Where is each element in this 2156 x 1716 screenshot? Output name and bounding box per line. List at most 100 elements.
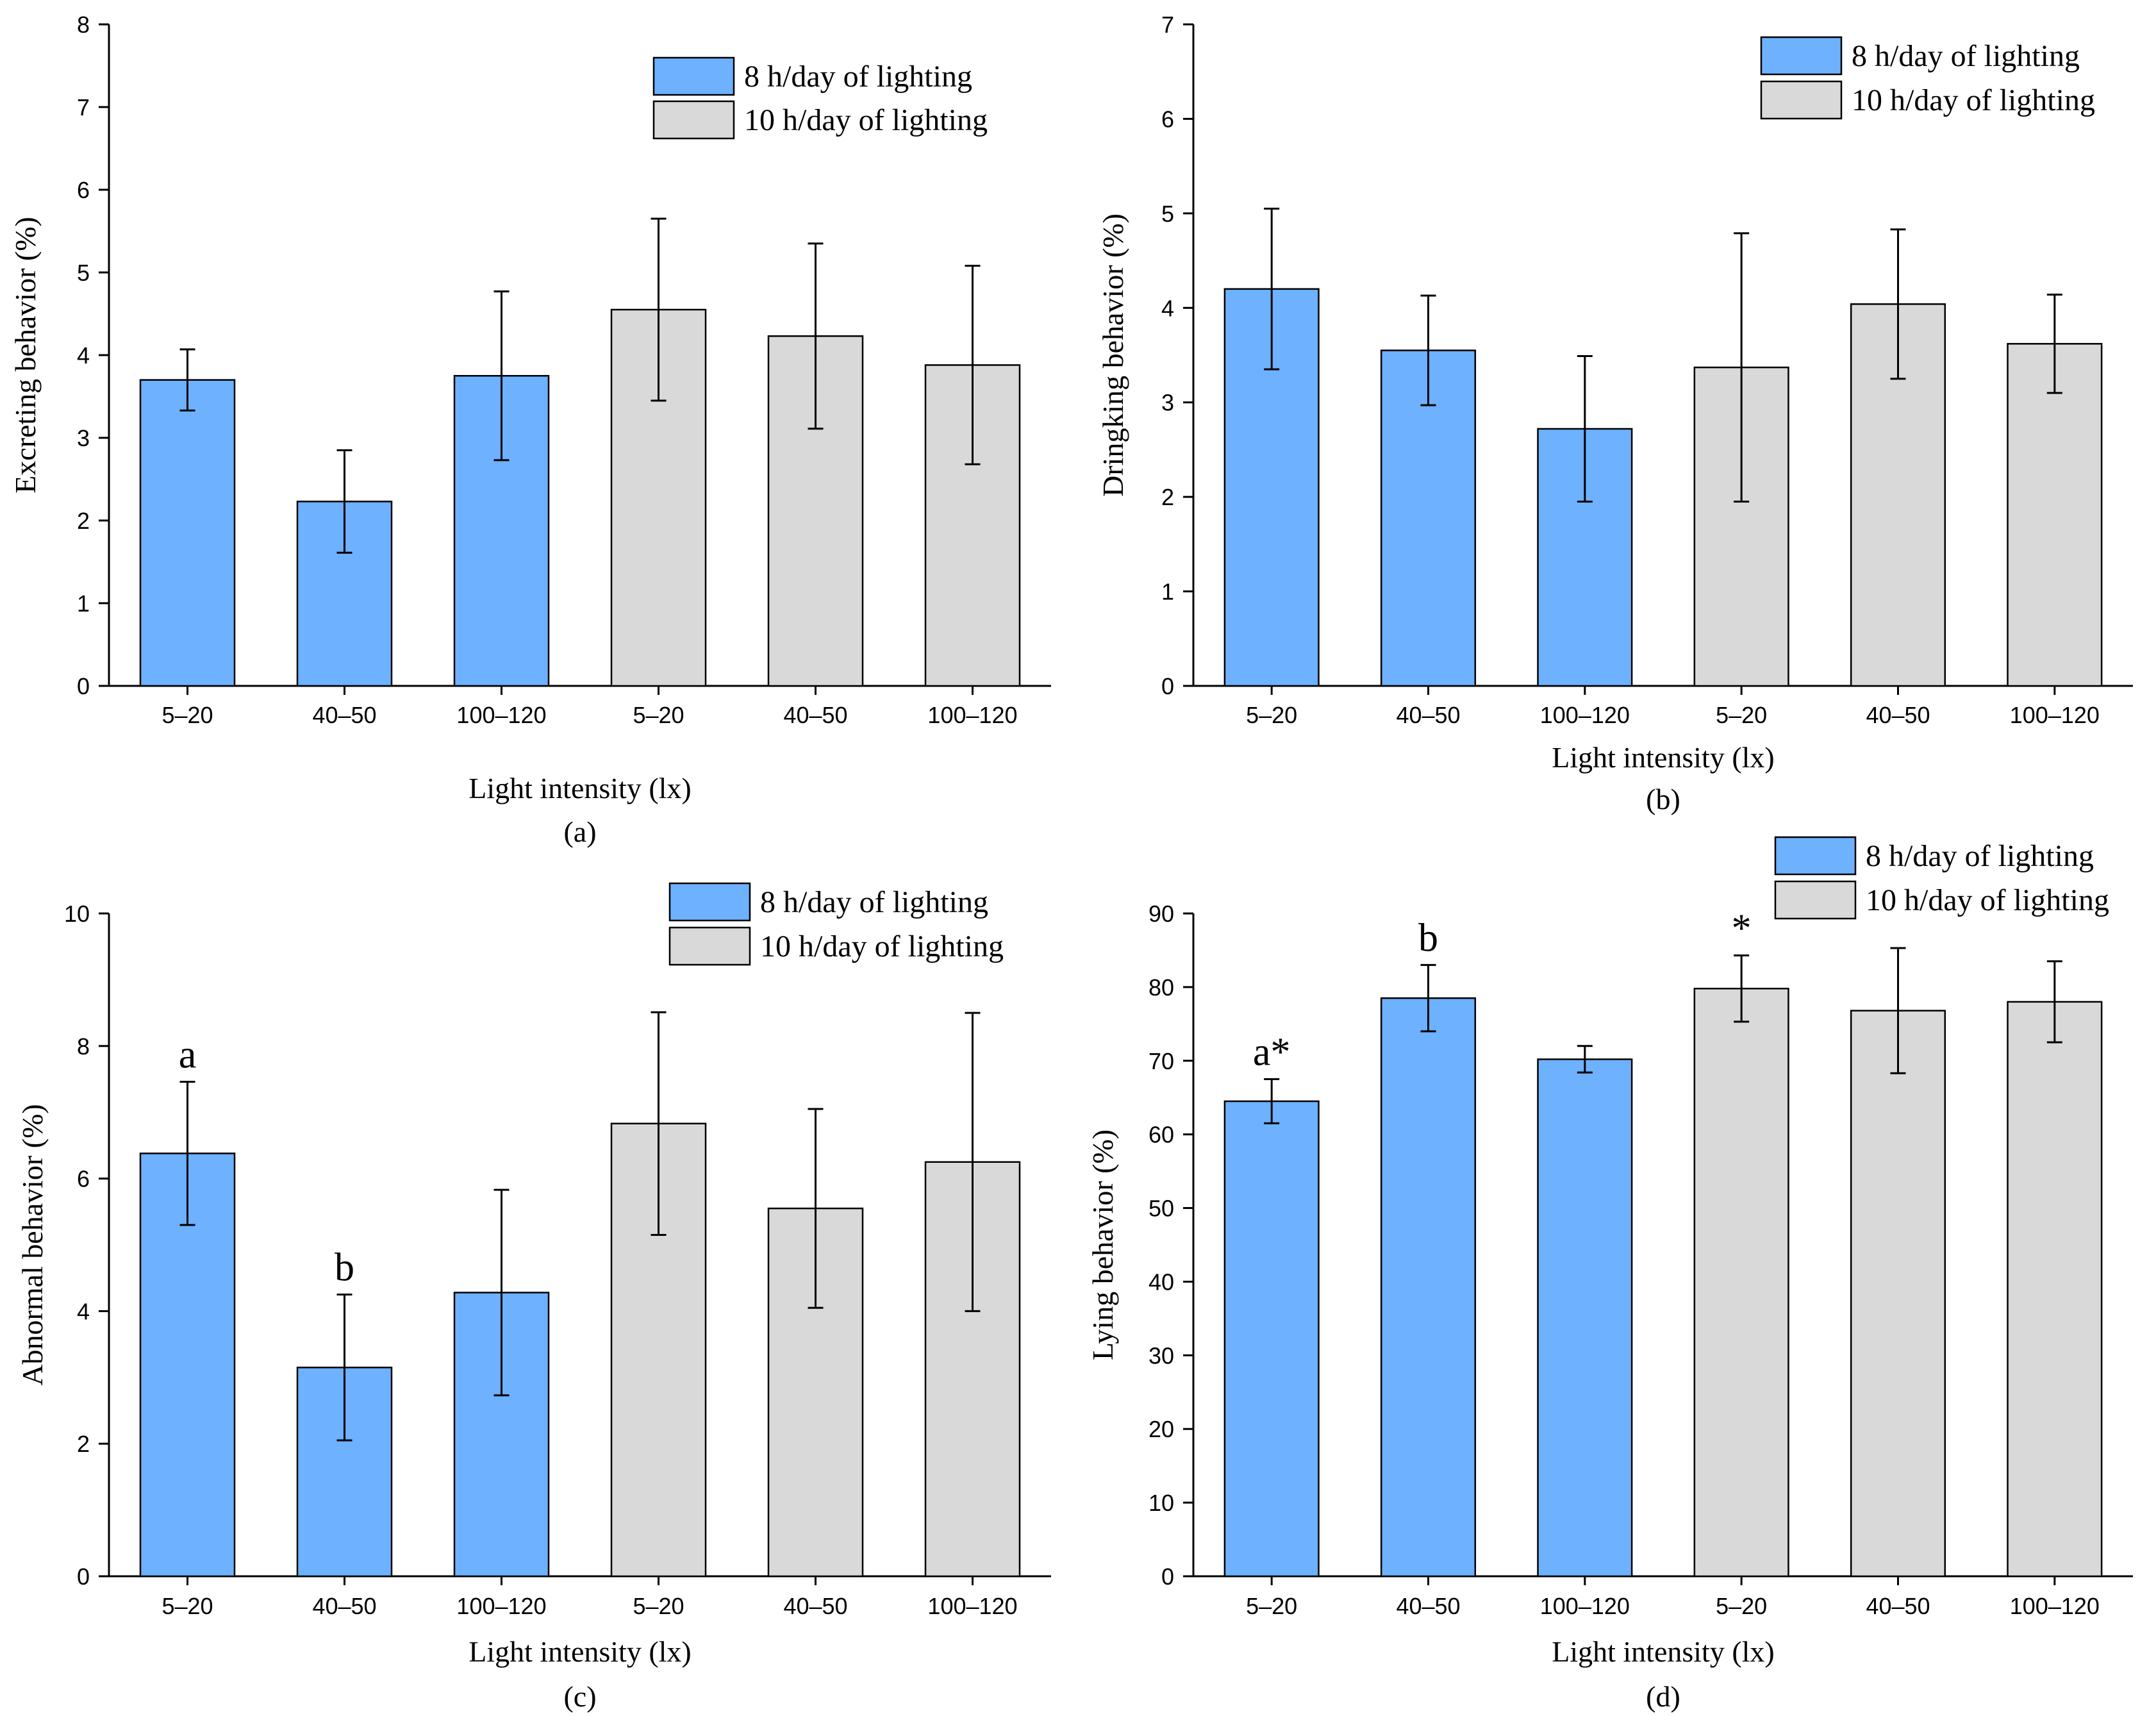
legend-swatch bbox=[668, 926, 751, 966]
y-tick-label: 1 bbox=[77, 590, 90, 617]
legend-label: 10 h/day of lighting bbox=[760, 929, 1004, 963]
legend-swatch bbox=[652, 56, 735, 96]
bar bbox=[1380, 997, 1477, 1578]
x-tick-label: 40–50 bbox=[1866, 702, 1930, 728]
x-tick-label: 5–20 bbox=[162, 1593, 213, 1619]
x-axis-label: Light intensity (lx) bbox=[469, 772, 692, 804]
y-tick-label: 6 bbox=[77, 177, 90, 203]
bar bbox=[1850, 1010, 1946, 1578]
x-tick-label: 40–50 bbox=[783, 1593, 847, 1619]
bar bbox=[139, 379, 236, 687]
bar bbox=[1537, 1058, 1633, 1578]
y-tick-label: 4 bbox=[1161, 295, 1174, 321]
panel-label: (a) bbox=[563, 815, 596, 848]
legend-label: 8 h/day of lighting bbox=[1866, 839, 2094, 873]
bar bbox=[2007, 1001, 2103, 1578]
y-tick-label: 2 bbox=[77, 508, 90, 534]
x-tick-label: 100–120 bbox=[1540, 702, 1630, 728]
chart-panel-1: 0 1 2 3 4 5 6 7 8 5–20 40–50 100–120 5–20 40–50 100–12… bbox=[9, 12, 1051, 848]
y-tick-label: 10 bbox=[64, 901, 90, 927]
y-tick-label: 20 bbox=[1148, 1416, 1174, 1442]
y-tick-label: 4 bbox=[77, 1298, 90, 1324]
x-tick-label: 5–20 bbox=[633, 702, 684, 728]
legend-label: 8 h/day of lighting bbox=[744, 60, 972, 94]
bar bbox=[1380, 349, 1477, 687]
x-tick-label: 5–20 bbox=[1716, 702, 1767, 728]
x-tick-label: 100–120 bbox=[456, 702, 546, 728]
x-axis-label: Light intensity (lx) bbox=[469, 1635, 692, 1668]
y-tick-label: 0 bbox=[1161, 1563, 1174, 1590]
x-axis-label: Light intensity (lx) bbox=[1552, 1635, 1775, 1668]
legend-swatch bbox=[1760, 80, 1843, 120]
x-tick-label: 5–20 bbox=[633, 1593, 684, 1619]
significance-label: b bbox=[1418, 916, 1438, 960]
y-tick-label: 7 bbox=[77, 94, 90, 121]
significance-label: b bbox=[335, 1246, 354, 1290]
legend-swatch bbox=[1760, 36, 1843, 76]
legend-swatch bbox=[668, 882, 751, 922]
y-axis-label: Lying behavior (%) bbox=[1086, 1129, 1119, 1360]
panel-label: (b) bbox=[1646, 783, 1680, 815]
y-tick-label: 60 bbox=[1148, 1122, 1174, 1148]
x-tick-label: 100–120 bbox=[456, 1593, 546, 1619]
x-tick-label: 40–50 bbox=[1866, 1593, 1930, 1619]
x-tick-label: 40–50 bbox=[1396, 702, 1460, 728]
y-tick-label: 7 bbox=[1161, 12, 1174, 38]
significance-label: a* bbox=[1253, 1031, 1291, 1074]
y-tick-label: 90 bbox=[1148, 901, 1174, 927]
y-tick-label: 5 bbox=[1161, 201, 1174, 227]
y-tick-label: 6 bbox=[1161, 106, 1174, 132]
legend-label: 8 h/day of lighting bbox=[760, 885, 988, 919]
x-tick-label: 100–120 bbox=[927, 1593, 1017, 1619]
y-axis-label: Excreting behavior (%) bbox=[9, 217, 42, 494]
y-tick-label: 0 bbox=[77, 1563, 90, 1590]
y-tick-label: 0 bbox=[77, 673, 90, 699]
y-tick-label: 1 bbox=[1161, 579, 1174, 605]
y-tick-label: 5 bbox=[77, 260, 90, 286]
legend-swatch bbox=[1774, 880, 1857, 920]
x-tick-label: 5–20 bbox=[1246, 702, 1297, 728]
significance-label: * bbox=[1732, 906, 1752, 950]
y-tick-label: 2 bbox=[1161, 484, 1174, 510]
y-tick-label: 8 bbox=[77, 12, 90, 38]
bar bbox=[1223, 1100, 1320, 1578]
chart-panel-4: 0 10 20 30 40 50 60 70 80 90 5–20 a* 40–50 b 100–120 5–… bbox=[1086, 836, 2133, 1713]
panel-label: (d) bbox=[1646, 1680, 1680, 1713]
y-tick-label: 10 bbox=[1148, 1490, 1174, 1516]
x-axis-label: Light intensity (lx) bbox=[1552, 741, 1775, 774]
y-tick-label: 40 bbox=[1148, 1269, 1174, 1295]
y-tick-label: 50 bbox=[1148, 1195, 1174, 1222]
y-axis-label: Abnormal behavior (%) bbox=[16, 1104, 49, 1385]
y-tick-label: 0 bbox=[1161, 673, 1174, 699]
legend-label: 10 h/day of lighting bbox=[1852, 83, 2095, 117]
x-tick-label: 5–20 bbox=[1716, 1593, 1767, 1619]
x-tick-label: 40–50 bbox=[783, 702, 847, 728]
x-tick-label: 40–50 bbox=[1396, 1593, 1460, 1619]
y-tick-label: 2 bbox=[77, 1431, 90, 1457]
y-tick-label: 4 bbox=[77, 342, 90, 369]
y-tick-label: 80 bbox=[1148, 974, 1174, 1001]
legend-label: 10 h/day of lighting bbox=[1866, 883, 2109, 917]
x-tick-label: 40–50 bbox=[312, 702, 376, 728]
y-tick-label: 8 bbox=[77, 1033, 90, 1060]
y-axis-label: Dringking behavior (%) bbox=[1097, 213, 1129, 497]
significance-label: a bbox=[179, 1033, 197, 1077]
y-tick-label: 30 bbox=[1148, 1342, 1174, 1369]
panel-label: (c) bbox=[563, 1680, 596, 1713]
x-tick-label: 100–120 bbox=[2010, 702, 2100, 728]
chart-panel-2: 0 1 2 3 4 5 6 7 5–20 40–50 100–120 5–20 40–50 100–120… bbox=[1097, 12, 2133, 815]
chart-panel-3: 0 2 4 6 8 10 5–20 a 40–50 b 100–120 5–20 40–50 100–12… bbox=[16, 882, 1051, 1713]
x-tick-label: 40–50 bbox=[312, 1593, 376, 1619]
legend-swatch bbox=[1774, 836, 1857, 876]
x-tick-label: 100–120 bbox=[927, 702, 1017, 728]
legend-swatch bbox=[652, 100, 735, 140]
y-tick-label: 70 bbox=[1148, 1048, 1174, 1074]
x-tick-label: 5–20 bbox=[162, 702, 213, 728]
x-tick-label: 100–120 bbox=[1540, 1593, 1630, 1619]
legend-label: 10 h/day of lighting bbox=[744, 103, 988, 137]
y-tick-label: 3 bbox=[1161, 390, 1174, 416]
y-tick-label: 6 bbox=[77, 1166, 90, 1192]
x-tick-label: 100–120 bbox=[2010, 1593, 2100, 1619]
legend-label: 8 h/day of lighting bbox=[1852, 39, 2080, 73]
